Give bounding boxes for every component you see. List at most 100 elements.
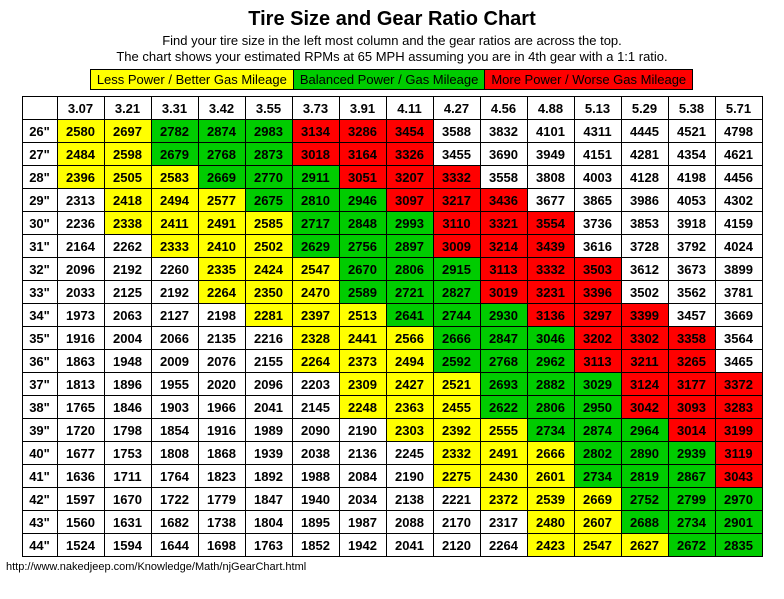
rpm-cell: 2484 bbox=[57, 143, 104, 166]
rpm-cell: 2768 bbox=[480, 350, 527, 373]
rpm-cell: 2338 bbox=[104, 212, 151, 235]
rpm-cell: 2939 bbox=[668, 442, 715, 465]
rpm-cell: 2335 bbox=[198, 258, 245, 281]
rpm-cell: 4445 bbox=[621, 120, 668, 143]
rpm-cell: 2717 bbox=[292, 212, 339, 235]
rpm-cell: 3093 bbox=[668, 396, 715, 419]
rpm-cell: 4128 bbox=[621, 166, 668, 189]
rpm-cell: 2930 bbox=[480, 304, 527, 327]
rpm-cell: 3899 bbox=[715, 258, 762, 281]
rpm-cell: 2756 bbox=[339, 235, 386, 258]
tire-size-header: 41" bbox=[22, 465, 57, 488]
rpm-cell: 2248 bbox=[339, 396, 386, 419]
rpm-cell: 2873 bbox=[245, 143, 292, 166]
gear-ratio-header: 3.42 bbox=[198, 97, 245, 120]
rpm-cell: 2622 bbox=[480, 396, 527, 419]
rpm-cell: 2309 bbox=[339, 373, 386, 396]
rpm-cell: 3454 bbox=[386, 120, 433, 143]
rpm-cell: 1677 bbox=[57, 442, 104, 465]
rpm-cell: 2874 bbox=[198, 120, 245, 143]
rpm-cell: 2752 bbox=[621, 488, 668, 511]
rpm-cell: 2423 bbox=[527, 534, 574, 557]
rpm-cell: 3439 bbox=[527, 235, 574, 258]
rpm-cell: 3986 bbox=[621, 189, 668, 212]
rpm-cell: 1940 bbox=[292, 488, 339, 511]
gear-ratio-header: 4.11 bbox=[386, 97, 433, 120]
rpm-cell: 2598 bbox=[104, 143, 151, 166]
table-row: 37"1813189619552020209622032309242725212… bbox=[22, 373, 762, 396]
rpm-cell: 2264 bbox=[198, 281, 245, 304]
rpm-cell: 2198 bbox=[198, 304, 245, 327]
rpm-cell: 2911 bbox=[292, 166, 339, 189]
rpm-cell: 2084 bbox=[339, 465, 386, 488]
rpm-cell: 1698 bbox=[198, 534, 245, 557]
rpm-cell: 2502 bbox=[245, 235, 292, 258]
rpm-cell: 2666 bbox=[433, 327, 480, 350]
rpm-cell: 4311 bbox=[574, 120, 621, 143]
rpm-cell: 2627 bbox=[621, 534, 668, 557]
table-row: 29"2313241824942577267528102946309732173… bbox=[22, 189, 762, 212]
tire-size-header: 38" bbox=[22, 396, 57, 419]
rpm-cell: 3677 bbox=[527, 189, 574, 212]
rpm-cell: 1636 bbox=[57, 465, 104, 488]
rpm-cell: 3396 bbox=[574, 281, 621, 304]
rpm-cell: 1988 bbox=[292, 465, 339, 488]
rpm-cell: 1798 bbox=[104, 419, 151, 442]
rpm-cell: 4621 bbox=[715, 143, 762, 166]
rpm-cell: 4354 bbox=[668, 143, 715, 166]
rpm-cell: 2410 bbox=[198, 235, 245, 258]
rpm-cell: 2890 bbox=[621, 442, 668, 465]
tire-size-header: 29" bbox=[22, 189, 57, 212]
rpm-cell: 3554 bbox=[527, 212, 574, 235]
rpm-cell: 3399 bbox=[621, 304, 668, 327]
table-row: 40"1677175318081868193920382136224523322… bbox=[22, 442, 762, 465]
rpm-cell: 2592 bbox=[433, 350, 480, 373]
rpm-cell: 3164 bbox=[339, 143, 386, 166]
rpm-cell: 2328 bbox=[292, 327, 339, 350]
gear-ratio-header: 3.55 bbox=[245, 97, 292, 120]
tire-size-header: 42" bbox=[22, 488, 57, 511]
rpm-cell: 2782 bbox=[151, 120, 198, 143]
rpm-cell: 1939 bbox=[245, 442, 292, 465]
rpm-cell: 2607 bbox=[574, 511, 621, 534]
legend-red: More Power / Worse Gas Mileage bbox=[484, 69, 693, 90]
rpm-cell: 2566 bbox=[386, 327, 433, 350]
rpm-cell: 1720 bbox=[57, 419, 104, 442]
rpm-cell: 1846 bbox=[104, 396, 151, 419]
rpm-cell: 2819 bbox=[621, 465, 668, 488]
rpm-cell: 1903 bbox=[151, 396, 198, 419]
rpm-cell: 2847 bbox=[480, 327, 527, 350]
rpm-cell: 2038 bbox=[292, 442, 339, 465]
rpm-cell: 2675 bbox=[245, 189, 292, 212]
rpm-cell: 3455 bbox=[433, 143, 480, 166]
rpm-cell: 2491 bbox=[198, 212, 245, 235]
rpm-cell: 1916 bbox=[57, 327, 104, 350]
rpm-cell: 2770 bbox=[245, 166, 292, 189]
rpm-cell: 2004 bbox=[104, 327, 151, 350]
gear-ratio-header: 5.38 bbox=[668, 97, 715, 120]
header-row: 3.073.213.313.423.553.733.914.114.274.56… bbox=[22, 97, 762, 120]
rpm-cell: 3136 bbox=[527, 304, 574, 327]
rpm-cell: 1644 bbox=[151, 534, 198, 557]
rpm-cell: 3436 bbox=[480, 189, 527, 212]
rpm-cell: 3019 bbox=[480, 281, 527, 304]
rpm-cell: 2547 bbox=[574, 534, 621, 557]
rpm-cell: 1597 bbox=[57, 488, 104, 511]
rpm-cell: 2427 bbox=[386, 373, 433, 396]
rpm-cell: 3853 bbox=[621, 212, 668, 235]
rpm-cell: 2076 bbox=[198, 350, 245, 373]
rpm-cell: 1868 bbox=[198, 442, 245, 465]
rpm-cell: 2136 bbox=[339, 442, 386, 465]
tire-size-header: 44" bbox=[22, 534, 57, 557]
gear-ratio-header: 3.91 bbox=[339, 97, 386, 120]
rpm-cell: 3202 bbox=[574, 327, 621, 350]
rpm-cell: 1763 bbox=[245, 534, 292, 557]
table-row: 33"2033212521922264235024702589272128273… bbox=[22, 281, 762, 304]
rpm-cell: 3562 bbox=[668, 281, 715, 304]
rpm-cell: 2138 bbox=[386, 488, 433, 511]
rpm-cell: 1989 bbox=[245, 419, 292, 442]
table-row: 31"2164226223332410250226292756289730093… bbox=[22, 235, 762, 258]
rpm-cell: 2155 bbox=[245, 350, 292, 373]
tire-size-header: 37" bbox=[22, 373, 57, 396]
rpm-cell: 3612 bbox=[621, 258, 668, 281]
